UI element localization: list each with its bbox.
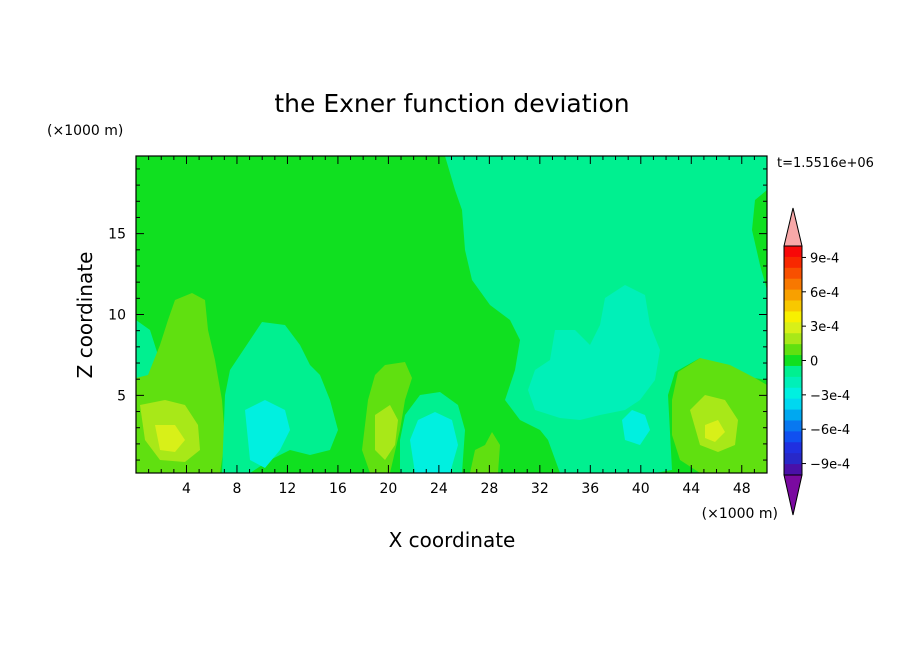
colorbar-swatch: [784, 464, 802, 476]
region-negative-left: [136, 320, 158, 378]
colorbar-tick-label: 3e-4: [810, 320, 839, 335]
x-tick-label: 12: [279, 481, 297, 497]
x-tick-label: 40: [632, 481, 650, 497]
time-label: t=1.5516e+06: [777, 156, 874, 171]
x-unit-label: (×1000 m): [702, 506, 778, 522]
colorbar-swatch: [784, 365, 802, 378]
region-positive-small-28: [470, 432, 500, 473]
x-tick-label: 16: [329, 481, 347, 497]
x-tick-label: 44: [682, 481, 700, 497]
colorbar-swatch: [784, 376, 802, 389]
y-ticks: 5 10 15: [108, 168, 767, 461]
colorbar-swatch: [784, 420, 802, 432]
colorbar-swatch: [784, 398, 802, 410]
region-negative-right: [528, 285, 660, 420]
colorbar-swatch: [784, 311, 802, 323]
colorbar-swatch: [784, 409, 802, 421]
x-tick-label: 20: [379, 481, 397, 497]
colorbar-tick-label: 9e-4: [810, 251, 839, 266]
colorbar-swatch: [784, 387, 802, 400]
region-negative-right-core: [622, 410, 650, 445]
y-axis-label: Z coordinate: [73, 252, 97, 379]
x-tick-label: 8: [232, 481, 241, 497]
colorbar-swatch: [784, 344, 802, 356]
colorbar-swatch: [784, 256, 802, 269]
colorbar-swatch: [784, 322, 802, 334]
x-tick-label: 36: [581, 481, 599, 497]
colorbar-swatch: [784, 431, 802, 443]
region-negative-center-core: [410, 412, 458, 473]
y-unit-label: (×1000 m): [47, 123, 123, 139]
y-tick-label: 10: [108, 308, 126, 324]
region-positive-right-core2: [705, 420, 725, 442]
y-tick-label: 15: [108, 227, 126, 243]
x-tick-label: 48: [733, 481, 751, 497]
colorbar-swatch: [784, 267, 802, 280]
colorbar-swatch: [784, 333, 802, 345]
colorbar-tick-label: 0: [810, 355, 818, 370]
colorbar-swatch: [784, 246, 802, 258]
region-positive-left-core2: [155, 425, 185, 452]
x-tick-label: 32: [531, 481, 549, 497]
x-ticks: 4 8 12 16 20 24 28 32 36 40 44 48: [148, 156, 755, 497]
region-positive-center-core: [375, 405, 398, 460]
x-axis-label: X coordinate: [389, 528, 516, 552]
colorbar-swatch: [784, 300, 802, 312]
x-tick-label: 28: [480, 481, 498, 497]
colorbar-tick-label: 6e-4: [810, 286, 839, 301]
colorbar-arrow-top: [783, 207, 803, 247]
colorbar-swatch: [784, 453, 802, 465]
contour-field: [136, 156, 767, 473]
y-tick-label: 5: [117, 388, 126, 404]
colorbar-tick-label: −3e-4: [810, 389, 850, 404]
x-tick-label: 4: [182, 481, 191, 497]
colorbar-swatch: [784, 442, 802, 454]
colorbar-swatch: [784, 289, 802, 301]
colorbar-arrow-bottom: [783, 474, 803, 516]
region-negative-center-left-core: [245, 400, 290, 468]
colorbar-tick-label: −6e-4: [810, 423, 850, 438]
colorbar: 9e-4 6e-4 3e-4 0 −3e-4 −6e-4 −9e-4: [783, 207, 850, 516]
chart-title: the Exner function deviation: [274, 89, 629, 118]
colorbar-swatch: [784, 355, 802, 367]
colorbar-swatch: [784, 278, 802, 291]
colorbar-tick-label: −9e-4: [810, 458, 850, 473]
x-tick-label: 24: [430, 481, 448, 497]
